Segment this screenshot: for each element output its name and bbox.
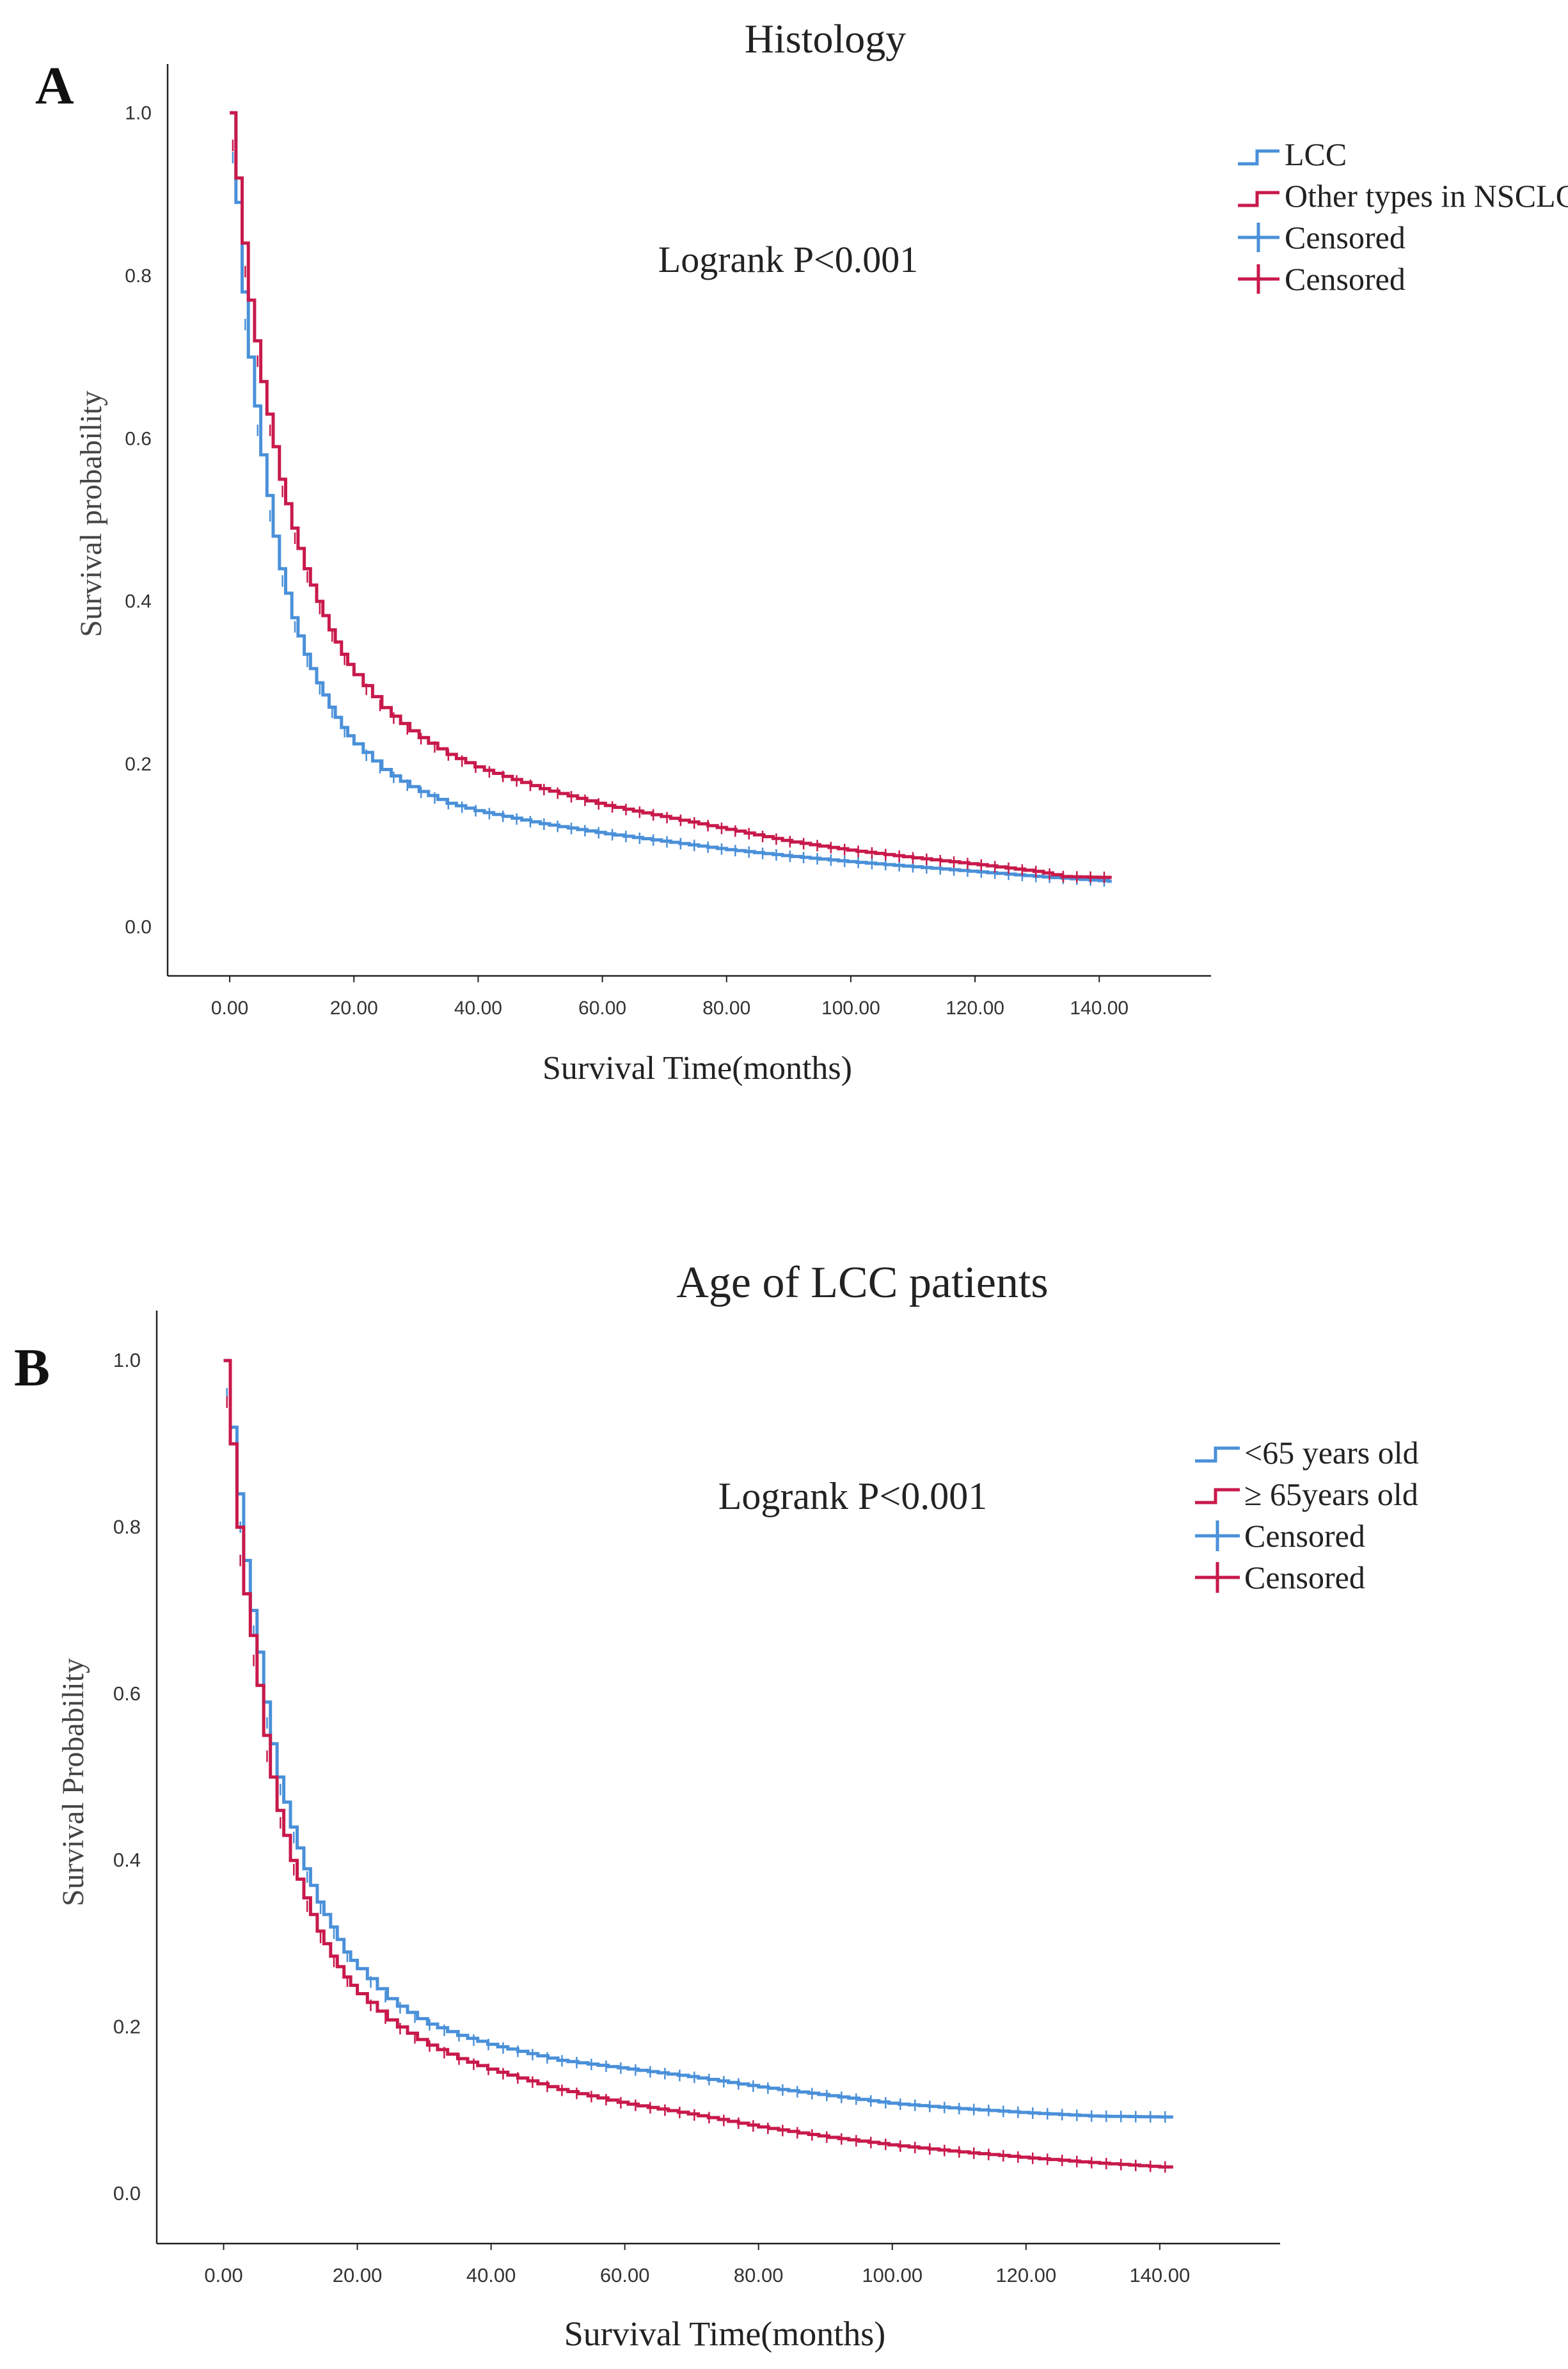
- panel-a-x-tick-label: 60.00: [578, 998, 626, 1019]
- panel-a-x-tick-label: 120.00: [946, 998, 1004, 1019]
- panel-a-legend-line-lcc: [1238, 149, 1279, 166]
- panel-b-legend-censor-over65: [1195, 1562, 1240, 1593]
- panel-a-y-axis-label: Survival probability: [74, 390, 108, 637]
- panel-a-legend-censored-1: Censored: [1285, 219, 1406, 255]
- panel-b-legend-line-over65: [1195, 1488, 1240, 1504]
- panel-b-x-ticks: 0.00 20.00 40.00 60.00 80.00 100.00 120.00 140.…: [204, 2244, 1190, 2286]
- panel-b-y-tick-label: 0.6: [113, 1682, 141, 1705]
- panel-a-series: [230, 111, 1112, 887]
- panel-a-y-tick-label: 0.8: [125, 266, 152, 287]
- panel-a-y-tick-label: 0.6: [125, 428, 152, 449]
- panel-b-y-axis-label: Survival Probability: [56, 1658, 90, 1906]
- panel-b: B Age of LCC patients 0.0 0.2 0.4 0.6 0.8 1.0…: [14, 1258, 1419, 2353]
- panel-b-legend-censored-1: Censored: [1244, 1518, 1365, 1554]
- panel-a-label: A: [35, 56, 74, 116]
- panel-a-y-tick-label: 0.2: [125, 754, 152, 775]
- panel-b-x-tick-label: 120.00: [995, 2264, 1056, 2286]
- panel-a-y-ticks: 0.0 0.2 0.4 0.6 0.8 1.0: [125, 102, 152, 937]
- panel-a-legend-line-other: [1238, 191, 1279, 207]
- panel-a-legend-censor-lcc: [1238, 223, 1279, 252]
- panel-a: A Histology 0.0 0.2 0.4 0.6 0.8 1.0 0.00 20.00…: [35, 16, 1568, 1087]
- panel-b-x-tick-label: 40.00: [466, 2264, 516, 2286]
- panel-b-censor-marks-series1: [226, 1388, 1166, 2123]
- panel-a-legend: LCC Other types in NSCLC Censored Censor…: [1238, 136, 1568, 297]
- panel-b-y-tick-label: 0.8: [113, 1515, 141, 1538]
- panel-b-x-tick-label: 140.00: [1129, 2264, 1190, 2286]
- panel-b-legend-over65: ≥ 65years old: [1244, 1476, 1418, 1512]
- panel-b-legend-censored-2: Censored: [1244, 1559, 1365, 1595]
- panel-a-legend-other: Other types in NSCLC: [1285, 178, 1568, 214]
- panel-a-x-tick-label: 100.00: [821, 998, 880, 1019]
- panel-a-y-tick-label: 0.4: [125, 591, 152, 612]
- panel-b-legend-line-under65: [1195, 1446, 1240, 1463]
- panel-b-y-ticks: 0.0 0.2 0.4 0.6 0.8 1.0: [113, 1349, 141, 2205]
- panel-a-x-tick-label: 20.00: [330, 998, 378, 1019]
- panel-a-logrank-annotation: Logrank P<0.001: [658, 239, 918, 280]
- panel-a-y-tick-label: 1.0: [125, 102, 152, 124]
- panel-b-series: [223, 1359, 1173, 2173]
- panel-b-y-tick-label: 0.0: [113, 2182, 141, 2205]
- panel-a-curve-series1: [230, 111, 1112, 883]
- panel-b-x-tick-label: 80.00: [734, 2264, 784, 2286]
- panel-b-logrank-annotation: Logrank P<0.001: [718, 1475, 987, 1517]
- panel-b-x-tick-label: 60.00: [600, 2264, 650, 2286]
- panel-b-label: B: [14, 1338, 50, 1398]
- panel-b-y-tick-label: 0.4: [113, 1849, 141, 1871]
- panel-b-x-tick-label: 100.00: [862, 2264, 923, 2286]
- panel-a-x-tick-label: 40.00: [454, 998, 502, 1019]
- panel-b-censor-marks-series2: [226, 1396, 1166, 2173]
- panel-a-x-axis-label: Survival Time(months): [542, 1050, 852, 1087]
- panel-b-title: Age of LCC patients: [676, 1258, 1048, 1307]
- panel-b-x-tick-label: 20.00: [333, 2264, 383, 2286]
- panel-a-x-tick-label: 140.00: [1070, 998, 1128, 1019]
- panel-b-y-tick-label: 0.2: [113, 2016, 141, 2038]
- panel-b-legend-censor-under65: [1195, 1520, 1240, 1551]
- panel-b-legend-under65: <65 years old: [1244, 1435, 1419, 1471]
- panel-b-legend: <65 years old ≥ 65years old Censored Cen…: [1195, 1435, 1419, 1595]
- panel-a-censor-marks-series2: [232, 140, 1105, 884]
- panel-a-title: Histology: [745, 16, 906, 61]
- panel-b-y-tick-label: 1.0: [113, 1349, 141, 1371]
- panel-b-x-tick-label: 0.00: [204, 2264, 242, 2286]
- panel-a-y-tick-label: 0.0: [125, 917, 152, 938]
- panel-a-legend-lcc: LCC: [1285, 136, 1347, 172]
- panel-a-x-ticks: 0.00 20.00 40.00 60.00 80.00 100.00 120.00 140.…: [211, 976, 1128, 1019]
- panel-a-x-tick-label: 0.00: [211, 998, 248, 1019]
- panel-a-legend-censor-other: [1238, 264, 1279, 294]
- panel-a-x-tick-label: 80.00: [702, 998, 750, 1019]
- panel-a-legend-censored-2: Censored: [1285, 261, 1406, 297]
- panel-b-x-axis-label: Survival Time(months): [564, 2315, 886, 2353]
